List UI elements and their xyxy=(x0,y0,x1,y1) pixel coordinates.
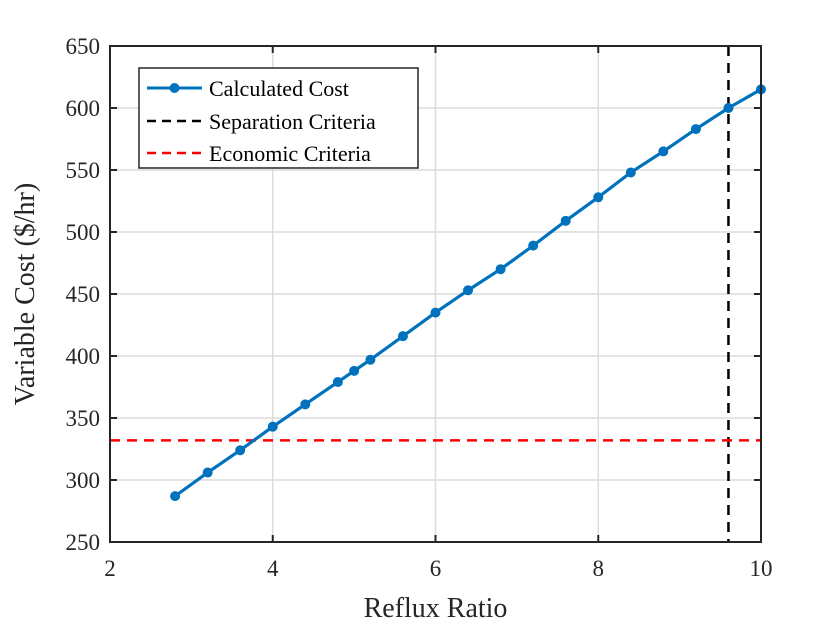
calculated-cost-point xyxy=(560,215,571,226)
calculated-cost-point xyxy=(430,307,441,318)
y-tick-label: 250 xyxy=(66,530,101,555)
calculated-cost-point xyxy=(397,331,408,342)
calculated-cost-point xyxy=(332,377,343,388)
y-tick-label: 600 xyxy=(66,96,101,121)
calculated-cost-point xyxy=(202,467,213,478)
calculated-cost-line xyxy=(174,88,762,498)
y-tick-label: 350 xyxy=(66,406,101,431)
calculated-cost-point xyxy=(625,167,636,178)
y-tick-label: 450 xyxy=(66,282,101,307)
legend: Calculated Cost Separation Criteria Econ… xyxy=(138,67,419,169)
calculated-cost-point xyxy=(593,192,604,203)
calculated-cost-point xyxy=(365,354,376,365)
series-layer xyxy=(170,84,766,502)
y-tick-label: 300 xyxy=(66,468,101,493)
calculated-cost-point xyxy=(349,365,360,376)
x-tick-label: 6 xyxy=(430,556,442,581)
calculated-cost-point xyxy=(267,421,278,432)
legend-label-separation-criteria: Separation Criteria xyxy=(209,109,376,134)
x-tick-label: 4 xyxy=(267,556,279,581)
legend-label-economic-criteria: Economic Criteria xyxy=(209,141,371,166)
legend-box xyxy=(138,67,419,169)
calculated-cost-point xyxy=(235,445,246,456)
calculated-cost-point xyxy=(528,240,539,251)
tick-labels: 2 4 6 8 10 250 300 350 400 450 500 550 600 650 xyxy=(66,34,773,581)
legend-label-calculated-cost: Calculated Cost xyxy=(209,76,349,101)
y-tick-label: 550 xyxy=(66,158,101,183)
calculated-cost-point xyxy=(300,399,311,410)
y-tick-label: 500 xyxy=(66,220,101,245)
y-tick-label: 650 xyxy=(66,34,101,59)
legend-marker-calculated-cost xyxy=(169,83,180,93)
ticks xyxy=(109,45,762,543)
calculated-cost-point xyxy=(723,103,734,113)
calculated-cost-point xyxy=(658,146,669,157)
x-tick-label: 2 xyxy=(104,556,116,581)
calculated-cost-point xyxy=(463,285,474,296)
calculated-cost-point xyxy=(170,491,181,502)
x-axis-label: Reflux Ratio xyxy=(364,593,508,624)
grid xyxy=(110,46,761,542)
calculated-cost-point xyxy=(495,264,506,275)
x-tick-label: 10 xyxy=(750,556,773,581)
y-axis-label: Variable Cost ($/hr) xyxy=(10,183,41,405)
y-tick-label: 400 xyxy=(66,344,101,369)
x-tick-label: 8 xyxy=(593,556,605,581)
calculated-cost-point xyxy=(690,124,701,135)
reference-lines xyxy=(110,46,761,542)
